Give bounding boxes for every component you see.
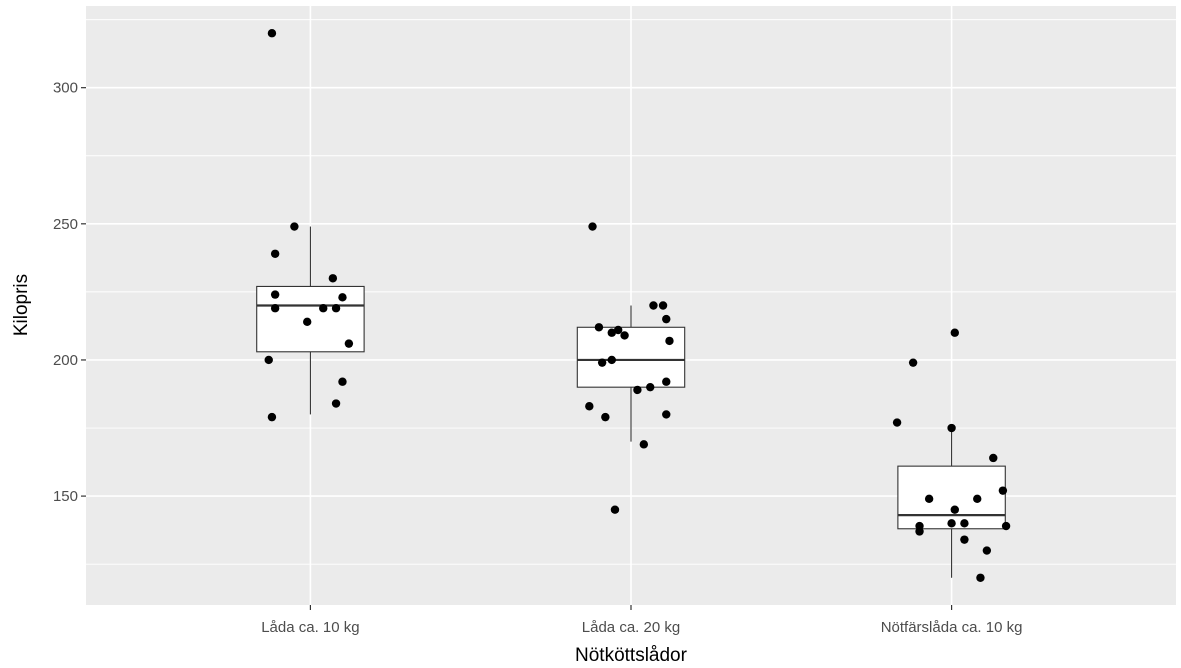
y-axis: 150 200 250 300 — [53, 80, 86, 505]
y-tick-label-300: 300 — [53, 80, 78, 97]
data-point-25 — [607, 355, 616, 365]
data-point-21 — [613, 325, 623, 335]
data-point-34 — [610, 505, 620, 514]
data-point-42 — [973, 494, 982, 504]
data-point-7 — [270, 304, 280, 313]
box-3 — [897, 465, 1006, 530]
boxplots — [256, 226, 1006, 578]
box-group-2 — [576, 305, 686, 442]
data-point-24 — [665, 336, 674, 346]
data-point-51 — [976, 573, 985, 582]
data-point-18 — [658, 301, 668, 310]
box-2 — [576, 326, 686, 388]
data-point-23 — [620, 331, 629, 340]
data-point-4 — [328, 274, 338, 283]
x-tick-label-2: Låda ca. 20 kg — [582, 619, 680, 636]
x-axis-title: Nötköttslådor — [575, 645, 688, 666]
data-point-12 — [264, 355, 273, 365]
data-point-43 — [950, 505, 959, 514]
jitter-points — [264, 29, 1011, 582]
data-point-29 — [633, 385, 642, 395]
data-point-20 — [594, 323, 604, 332]
data-point-10 — [303, 317, 312, 327]
data-point-19 — [662, 314, 671, 324]
data-point-17 — [649, 301, 658, 310]
y-tick-label-200: 200 — [53, 352, 78, 369]
data-point-15 — [267, 412, 277, 422]
data-point-32 — [601, 412, 610, 422]
data-point-22 — [607, 328, 616, 337]
box-group-3 — [897, 428, 1006, 578]
y-tick-label-250: 250 — [53, 216, 78, 233]
data-point-8 — [319, 304, 328, 313]
data-point-13 — [338, 377, 347, 386]
data-point-5 — [270, 290, 280, 299]
data-point-45 — [960, 519, 969, 528]
data-point-27 — [662, 377, 671, 386]
data-point-35 — [950, 328, 959, 337]
data-point-9 — [331, 304, 341, 313]
data-point-30 — [585, 402, 594, 411]
data-point-28 — [646, 382, 655, 392]
data-point-11 — [344, 339, 354, 348]
data-point-26 — [597, 358, 607, 367]
y-tick-label-150: 150 — [53, 488, 78, 505]
data-point-14 — [331, 399, 341, 408]
data-point-50 — [982, 546, 992, 555]
y-axis-title: Kilopris — [11, 274, 32, 336]
data-point-47 — [1001, 521, 1011, 531]
data-point-2 — [290, 222, 299, 231]
x-tick-label-3: Nötfärslåda ca. 10 kg — [881, 619, 1023, 636]
data-point-41 — [924, 494, 934, 504]
x-axis: Låda ca. 10 kg Låda ca. 20 kg Nötfärslåda … — [261, 605, 1022, 636]
data-point-49 — [960, 535, 969, 544]
data-point-48 — [915, 527, 924, 536]
data-point-37 — [892, 418, 902, 427]
data-point-40 — [998, 486, 1008, 495]
data-point-1 — [267, 29, 277, 38]
data-point-6 — [338, 293, 347, 302]
data-point-36 — [908, 358, 918, 367]
data-point-16 — [588, 222, 597, 231]
data-point-38 — [947, 423, 956, 433]
data-point-44 — [947, 519, 956, 528]
data-point-31 — [662, 410, 671, 419]
x-tick-label-1: Låda ca. 10 kg — [261, 619, 359, 636]
data-point-3 — [270, 249, 280, 258]
data-point-33 — [639, 440, 649, 449]
data-point-39 — [989, 453, 998, 463]
